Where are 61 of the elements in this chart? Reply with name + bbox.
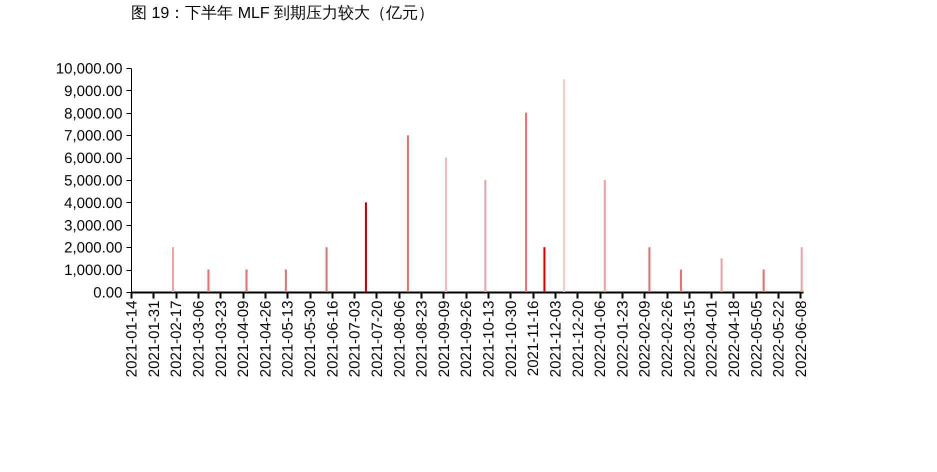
y-tick-label: 2,000.00	[64, 240, 122, 257]
bar	[484, 180, 486, 292]
y-tick-label: 7,000.00	[64, 128, 122, 145]
bar	[406, 135, 409, 292]
x-tick-label: 2022-05-05	[748, 300, 766, 378]
x-tick-label: 2021-12-03	[547, 300, 564, 378]
y-tick-label: 5,000.00	[64, 172, 122, 190]
bar	[364, 202, 367, 292]
bar	[543, 247, 546, 292]
x-tick-label: 2022-04-01	[704, 300, 721, 378]
x-tick-label: 2021-11-16	[525, 300, 542, 376]
bar	[648, 247, 650, 292]
bar	[800, 247, 803, 292]
x-tick-label: 2021-03-06	[190, 300, 208, 378]
x-tick-label: 2022-06-08	[792, 300, 810, 378]
y-tick-label: 1,000.00	[64, 262, 122, 280]
x-tick-label: 2021-04-26	[257, 300, 274, 378]
x-tick-label: 2021-07-03	[346, 300, 364, 378]
y-tick-label: 0.00	[93, 284, 122, 302]
y-tick-label: 3,000.00	[64, 217, 122, 234]
bar	[680, 270, 682, 292]
x-tick-label: 2022-02-09	[636, 300, 654, 378]
x-tick-label: 2022-03-15	[681, 300, 698, 378]
y-tick-label: 9,000.00	[64, 82, 122, 100]
x-tick-label: 2021-09-09	[436, 300, 453, 378]
x-tick-label: 2021-04-09	[235, 300, 252, 378]
x-tick-label: 2021-10-13	[480, 300, 498, 378]
x-tick-label: 2022-05-22	[770, 300, 788, 378]
x-tick-label: 2022-01-06	[592, 300, 610, 378]
x-tick-label: 2022-02-26	[659, 300, 676, 378]
bar	[445, 158, 447, 292]
y-tick-label: 8,000.00	[64, 105, 122, 122]
bar	[172, 247, 174, 292]
bar	[207, 270, 210, 292]
x-tick-label: 2021-01-31	[146, 300, 163, 378]
x-tick-label: 2021-02-17	[168, 300, 186, 378]
bar	[604, 180, 606, 292]
x-tick-label: 2021-05-30	[302, 300, 319, 378]
bar	[326, 247, 328, 292]
x-tick-label: 2022-04-18	[726, 300, 743, 378]
x-tick-label: 2021-08-23	[414, 300, 431, 378]
bar	[720, 258, 723, 292]
bar	[563, 79, 566, 292]
x-tick-label: 2021-06-16	[324, 300, 342, 378]
x-tick-label: 2022-01-23	[614, 300, 632, 378]
y-tick-label: 6,000.00	[64, 150, 122, 168]
x-tick-label: 2021-12-20	[570, 300, 587, 378]
bar	[246, 270, 248, 292]
chart-title: 图 19：下半年 MLF 到期压力较大（亿元）	[131, 4, 434, 22]
x-tick-label: 2021-01-14	[124, 300, 140, 378]
bar	[525, 112, 528, 292]
y-tick-label: 4,000.00	[64, 194, 122, 212]
x-tick-label: 2021-09-26	[458, 300, 476, 378]
x-tick-label: 2021-07-20	[368, 300, 386, 378]
x-tick-label: 2021-10-30	[502, 300, 520, 378]
bar	[762, 270, 765, 292]
x-tick-label: 2021-05-13	[280, 300, 297, 378]
x-tick-label: 2021-08-06	[391, 300, 408, 378]
y-tick-label: 10,000.00	[56, 60, 122, 78]
x-tick-label: 2021-03-23	[212, 300, 230, 378]
bar	[284, 270, 287, 292]
